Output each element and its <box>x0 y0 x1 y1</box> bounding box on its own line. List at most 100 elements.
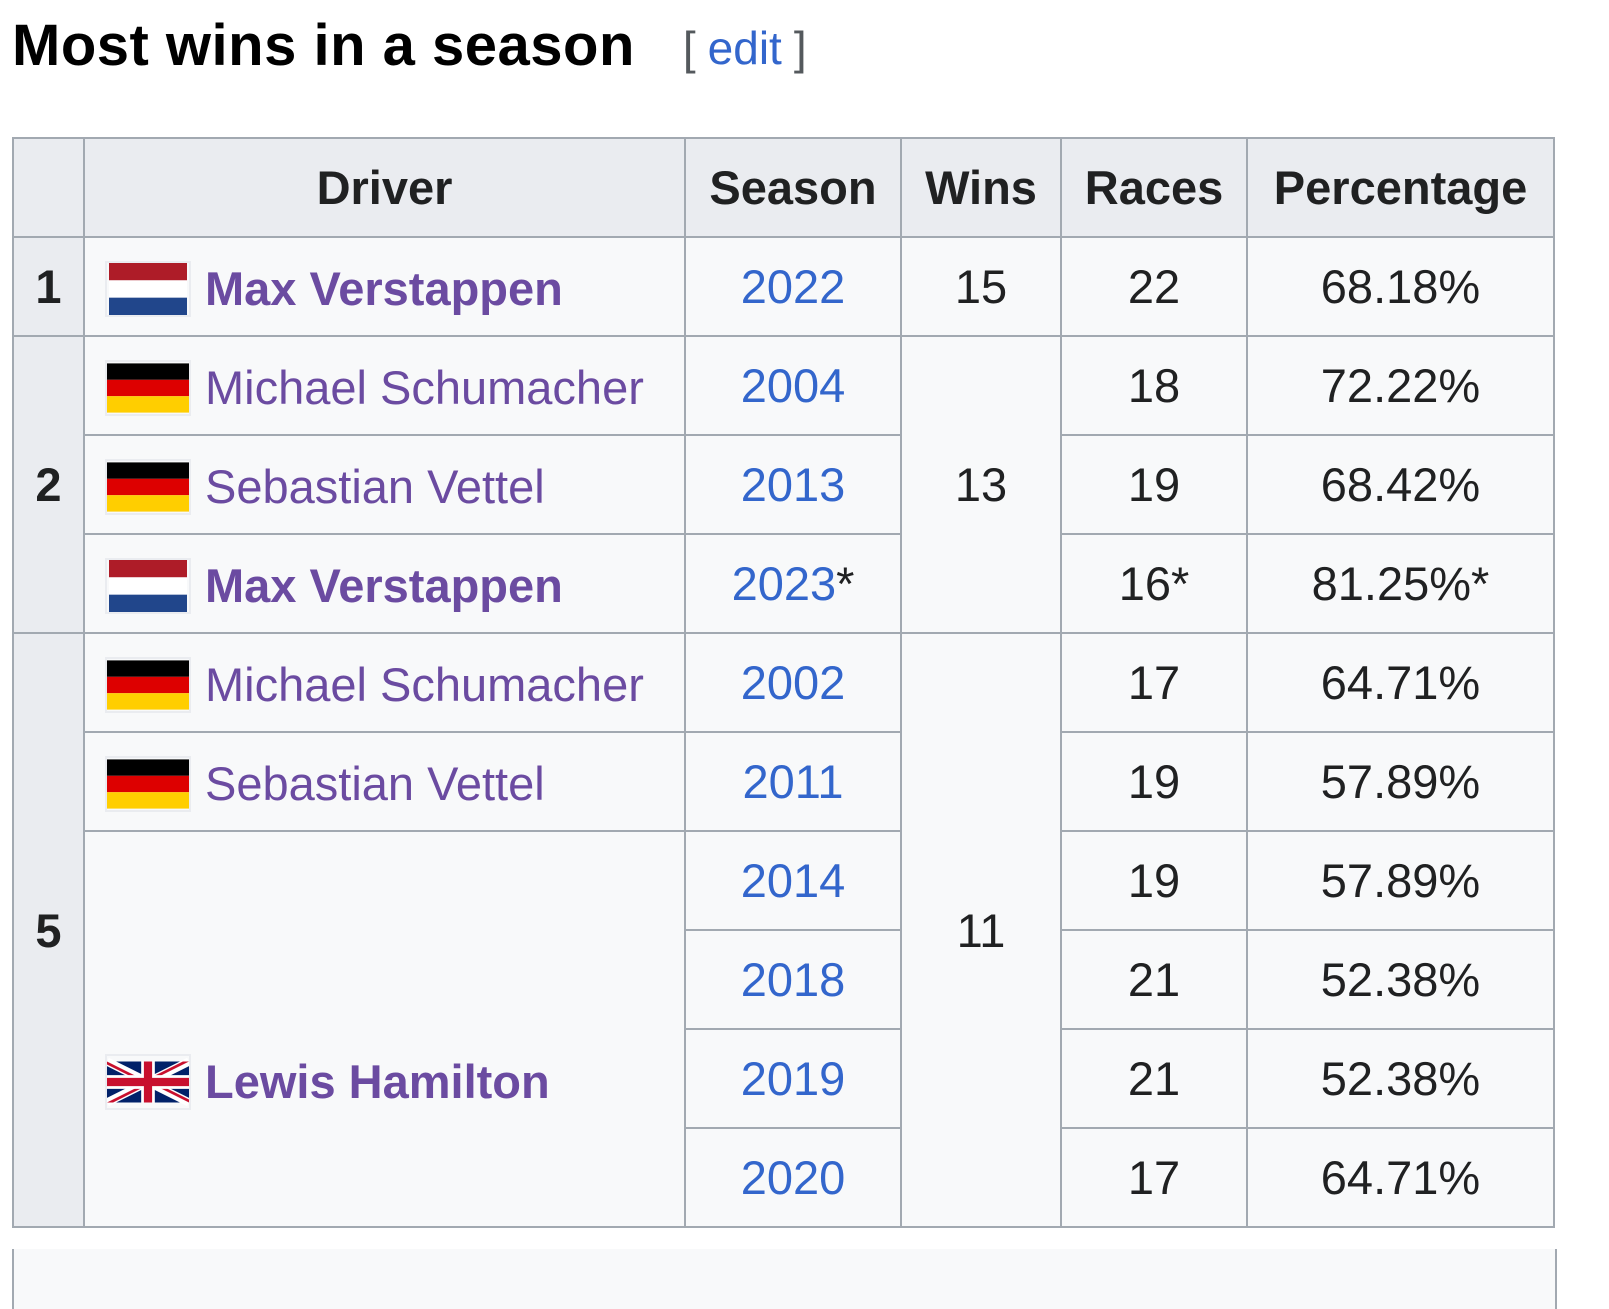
germany-flag-icon <box>107 659 189 711</box>
edit-link[interactable]: edit <box>707 22 782 74</box>
header-wins[interactable]: Wins <box>900 137 1062 238</box>
season-link[interactable]: 2019 <box>740 1052 846 1105</box>
races-cell: 19 <box>1060 434 1248 535</box>
season-cell: 2002 <box>684 632 902 733</box>
table-body: 1 Max Verstappen 2022 15 22 68.18% 2 Michael Sc… <box>12 236 1555 1228</box>
season-cell: 2022 <box>684 236 902 337</box>
season-link[interactable]: 2022 <box>740 260 846 313</box>
table-row: Sebastian Vettel 2013 19 68.42% <box>13 434 1555 535</box>
driver-link[interactable]: Sebastian Vettel <box>205 460 545 514</box>
season-cell: 2014 <box>684 830 902 931</box>
most-wins-table: Driver Season Wins Races Percentage 1 Max… <box>12 137 1555 1228</box>
races-cell: 21 <box>1060 1028 1248 1129</box>
driver-cell: Max Verstappen <box>83 236 686 337</box>
united-kingdom-flag-icon <box>107 1056 189 1108</box>
percentage-cell: 81.25%* <box>1246 533 1555 634</box>
driver-link[interactable]: Sebastian Vettel <box>205 757 545 811</box>
races-cell: 19 <box>1060 731 1248 832</box>
wins-cell: 11 <box>900 632 1062 1228</box>
table-continuation <box>12 1249 1557 1309</box>
season-link[interactable]: 2023 <box>731 557 837 610</box>
header-races[interactable]: Races <box>1060 137 1248 238</box>
driver-cell: Max Verstappen <box>83 533 686 634</box>
races-cell: 19 <box>1060 830 1248 931</box>
driver-cell: Sebastian Vettel <box>83 731 686 832</box>
section-heading: Most wins in a season [edit] <box>12 0 807 90</box>
edit-bracket-close: ] <box>793 22 807 74</box>
table-row: 2 Michael Schumacher 2004 13 18 72.22% <box>12 335 1555 634</box>
rank-cell: 5 <box>12 632 85 1228</box>
header-driver[interactable]: Driver <box>83 137 686 238</box>
edit-section: [edit] <box>683 21 807 75</box>
driver-link[interactable]: Lewis Hamilton <box>205 1055 550 1109</box>
driver-link[interactable]: Max Verstappen <box>205 262 563 316</box>
header-rank <box>12 137 85 238</box>
table-row: 1 Max Verstappen 2022 15 22 68.18% <box>12 236 1555 337</box>
section-title: Most wins in a season <box>12 12 635 78</box>
table-row: Sebastian Vettel 2011 19 57.89% <box>13 731 1555 832</box>
season-link[interactable]: 2011 <box>742 755 844 808</box>
table-row: 2020 17 64.71% <box>13 1127 1555 1228</box>
driver-link[interactable]: Michael Schumacher <box>205 658 644 712</box>
season-link[interactable]: 2014 <box>740 854 846 907</box>
season-link[interactable]: 2004 <box>740 359 846 412</box>
edit-bracket-open: [ <box>682 22 696 74</box>
driver-cell: Lewis Hamilton <box>83 830 686 1228</box>
percentage-cell: 64.71% <box>1246 632 1555 733</box>
germany-flag-icon <box>107 461 189 513</box>
percentage-cell: 57.89% <box>1246 830 1555 931</box>
driver-link[interactable]: Max Verstappen <box>205 559 563 613</box>
races-cell: 18 <box>1060 335 1248 436</box>
table-row: 2018 21 52.38% <box>13 929 1555 1030</box>
germany-flag-icon <box>107 362 189 414</box>
races-cell: 21 <box>1060 929 1248 1030</box>
percentage-cell: 52.38% <box>1246 1028 1555 1129</box>
driver-link[interactable]: Michael Schumacher <box>205 361 644 415</box>
driver-wrap: Michael Schumacher <box>107 356 684 415</box>
header-row: Driver Season Wins Races Percentage <box>12 137 1555 238</box>
percentage-cell: 68.18% <box>1246 236 1555 337</box>
percentage-cell: 64.71% <box>1246 1127 1555 1228</box>
germany-flag-icon <box>107 758 189 810</box>
percentage-cell: 57.89% <box>1246 731 1555 832</box>
header-percentage[interactable]: Percentage <box>1246 137 1555 238</box>
header-season[interactable]: Season <box>684 137 902 238</box>
wins-cell: 15 <box>900 236 1062 337</box>
netherlands-flag-icon <box>107 559 189 612</box>
table-row: 2019 21 52.38% <box>13 1028 1555 1129</box>
season-cell: 2023* <box>684 533 902 634</box>
table-row: 5 Michael Schumacher 2002 11 17 64.71% <box>12 632 1555 1228</box>
races-cell: 17 <box>1060 632 1248 733</box>
season-link[interactable]: 2020 <box>740 1151 846 1204</box>
driver-wrap: Sebastian Vettel <box>107 455 684 514</box>
percentage-cell: 72.22% <box>1246 335 1555 436</box>
driver-cell: Sebastian Vettel <box>83 434 686 535</box>
rank-cell: 1 <box>12 236 85 337</box>
season-link[interactable]: 2002 <box>740 656 846 709</box>
netherlands-flag-icon <box>107 262 189 315</box>
driver-wrap: Max Verstappen <box>107 554 684 613</box>
driver-cell: Michael Schumacher <box>83 632 686 733</box>
season-cell: 2019 <box>684 1028 902 1129</box>
season-cell: 2013 <box>684 434 902 535</box>
percentage-cell: 52.38% <box>1246 929 1555 1030</box>
season-cell: 2020 <box>684 1127 902 1228</box>
races-cell: 16* <box>1060 533 1248 634</box>
season-link[interactable]: 2018 <box>740 953 846 1006</box>
driver-wrap: Max Verstappen <box>107 257 684 316</box>
table-row: Lewis Hamilton 2014 19 57.89% <box>13 830 1555 1228</box>
driver-wrap: Lewis Hamilton <box>107 929 684 1226</box>
driver-wrap: Michael Schumacher <box>107 653 684 712</box>
driver-wrap: Sebastian Vettel <box>107 752 684 811</box>
wins-cell: 13 <box>900 335 1062 634</box>
season-link[interactable]: 2013 <box>740 458 846 511</box>
season-cell: 2011 <box>684 731 902 832</box>
season-note: * <box>836 557 855 610</box>
races-cell: 17 <box>1060 1127 1248 1228</box>
rank-cell: 2 <box>12 335 85 634</box>
season-cell: 2004 <box>684 335 902 436</box>
races-cell: 22 <box>1060 236 1248 337</box>
season-cell: 2018 <box>684 929 902 1030</box>
table-row: Max Verstappen 2023* 16* 81.25%* <box>13 533 1555 634</box>
driver-cell: Michael Schumacher <box>83 335 686 436</box>
